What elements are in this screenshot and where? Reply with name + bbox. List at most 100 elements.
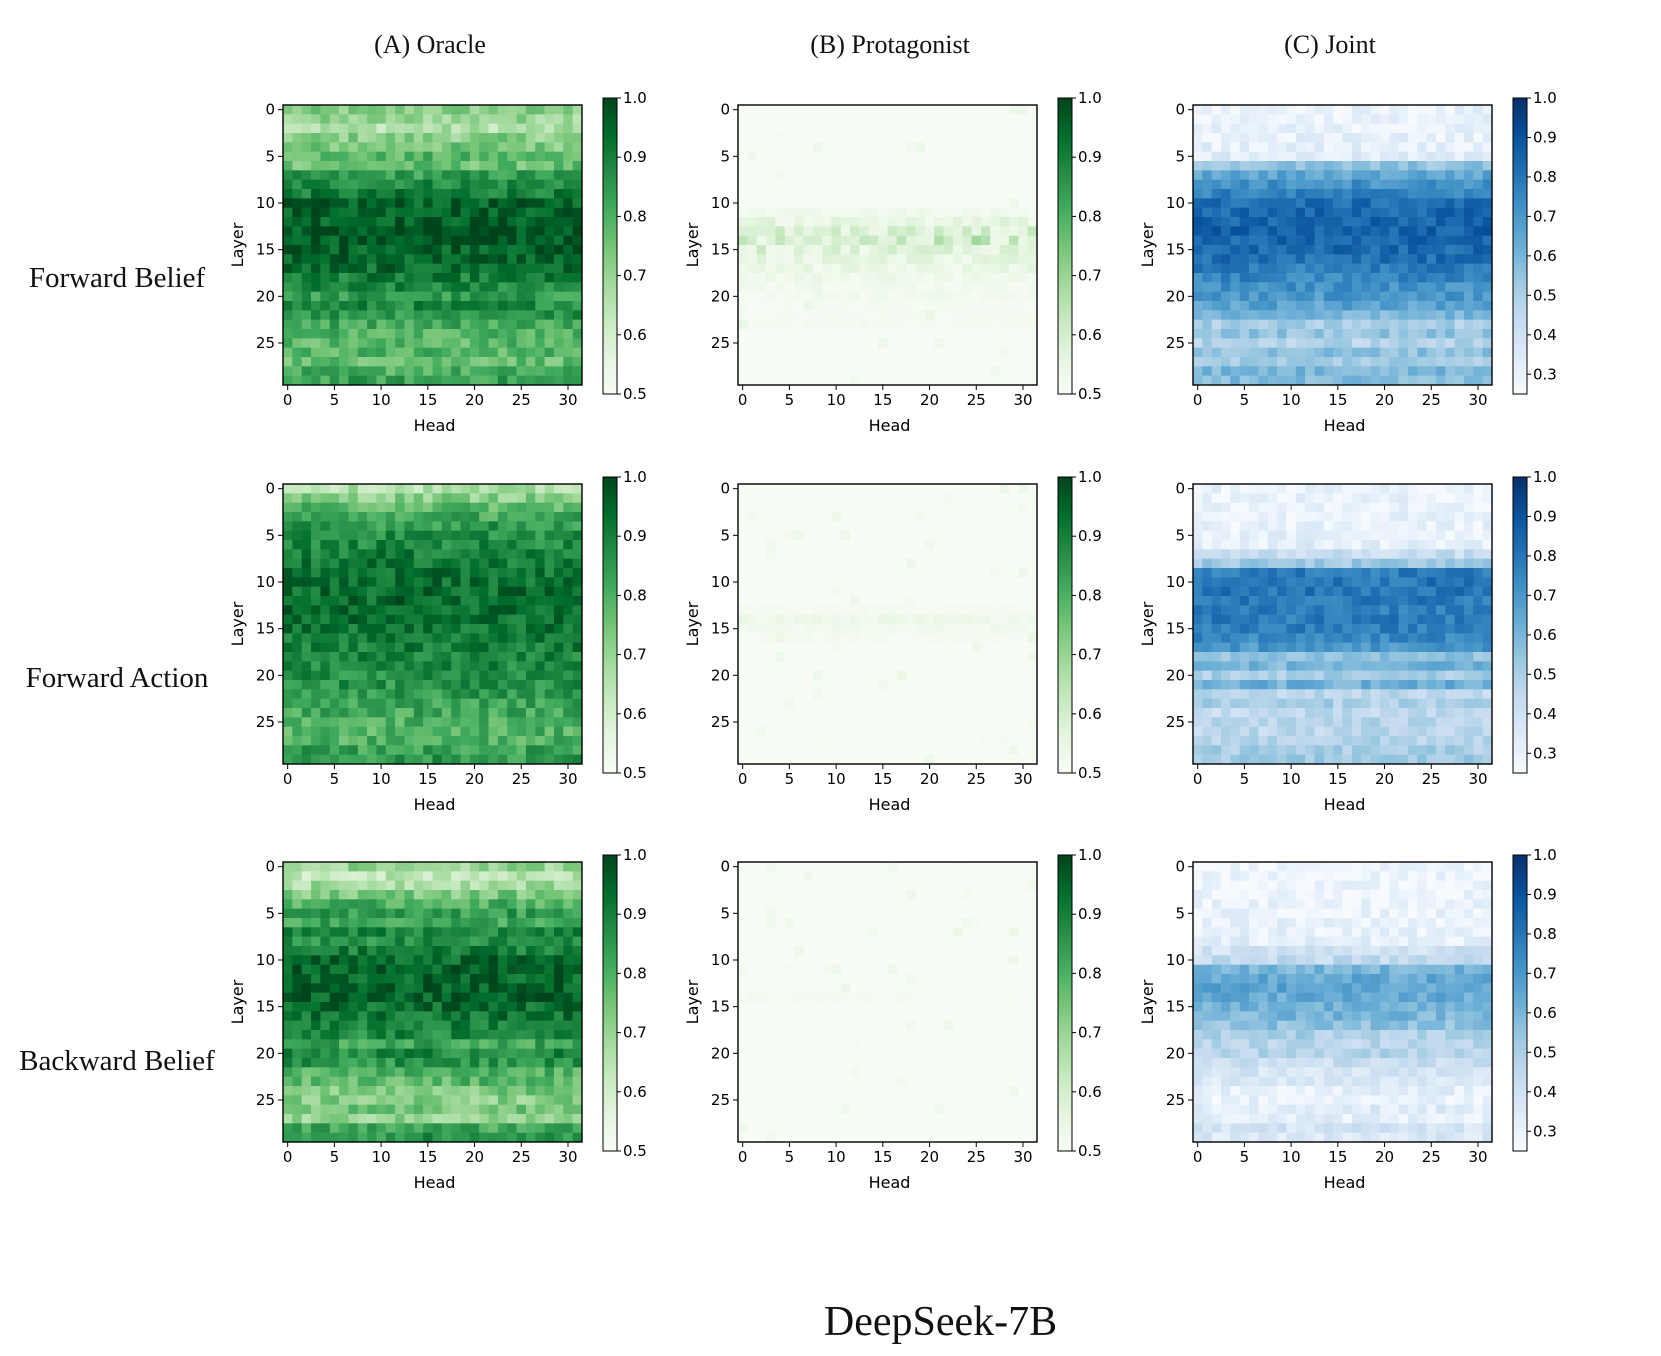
heatmap-cell <box>460 530 471 541</box>
heatmap-cell <box>488 493 499 503</box>
heatmap-cell <box>1211 226 1222 236</box>
heatmap-cell <box>311 717 321 727</box>
heatmap-cell <box>990 375 1000 386</box>
heatmap-cell <box>756 717 767 727</box>
heatmap-cell <box>385 521 396 531</box>
heatmap-cell <box>943 726 954 737</box>
heatmap-cell <box>432 338 443 348</box>
heatmap-cell <box>738 512 748 522</box>
heatmap-cell <box>924 521 935 531</box>
heatmap-cell <box>859 680 870 690</box>
heatmap-cell <box>784 114 795 124</box>
heatmap-cell <box>822 310 832 320</box>
heatmap-cell <box>962 568 972 578</box>
heatmap-cell <box>1454 319 1465 330</box>
heatmap-cell <box>432 736 443 746</box>
heatmap-cell <box>812 502 823 513</box>
heatmap-cell <box>339 226 349 236</box>
heatmap-cell <box>1027 245 1038 255</box>
heatmap-cell <box>563 586 573 597</box>
x-tick-label: 20 <box>465 770 484 788</box>
heatmap-cell <box>553 530 564 541</box>
heatmap-cell <box>460 754 471 765</box>
heatmap-cell <box>404 282 415 292</box>
heatmap-cell <box>1221 301 1231 311</box>
heatmap-cell <box>535 689 545 699</box>
heatmap-cell <box>756 263 767 274</box>
heatmap-cell <box>906 123 916 134</box>
heatmap-cell <box>469 596 480 606</box>
heatmap-cell <box>367 375 377 386</box>
heatmap-cell <box>292 596 302 606</box>
heatmap-cell <box>1323 291 1334 302</box>
heatmap-cell <box>357 652 368 662</box>
heatmap-cell <box>423 226 433 236</box>
heatmap-cell <box>488 633 499 643</box>
heatmap-cell <box>292 189 302 199</box>
heatmap-cell <box>952 217 963 227</box>
heatmap-cell <box>1286 114 1297 124</box>
heatmap-cell <box>1239 170 1250 180</box>
heatmap-cell <box>747 708 757 718</box>
heatmap-cell <box>292 217 302 227</box>
heatmap-cell <box>320 161 331 171</box>
heatmap-cell <box>292 366 302 376</box>
heatmap-cell <box>840 726 851 737</box>
heatmap-cell <box>404 661 415 671</box>
heatmap-cell <box>784 736 795 746</box>
heatmap-cell <box>943 605 954 615</box>
heatmap-cell <box>924 642 935 653</box>
plot-frame <box>282 104 583 386</box>
heatmap-cell <box>952 521 963 531</box>
heatmap-cell <box>803 161 814 171</box>
heatmap-cell <box>784 170 795 180</box>
heatmap-cell <box>376 633 387 643</box>
heatmap-cell <box>1473 291 1483 302</box>
heatmap-cell <box>794 754 804 765</box>
heatmap-cell <box>1008 347 1019 358</box>
heatmap-cell <box>766 521 776 531</box>
heatmap-cell <box>831 633 842 643</box>
heatmap-cell <box>766 502 776 513</box>
heatmap-cell <box>376 226 387 236</box>
heatmap-cell <box>1027 291 1038 302</box>
heatmap-cell <box>878 179 888 190</box>
heatmap-cell <box>887 338 898 348</box>
heatmap-cell <box>488 273 499 283</box>
heatmap-cell <box>460 114 471 124</box>
heatmap-cell <box>738 282 748 292</box>
heatmap-cell <box>803 226 814 236</box>
heatmap-cell <box>525 502 536 513</box>
heatmap-cell <box>1435 105 1446 115</box>
heatmap-cell <box>395 633 405 643</box>
heatmap-cell <box>357 329 368 339</box>
heatmap-cell <box>563 375 573 386</box>
heatmap-cell <box>1463 170 1474 180</box>
heatmap-cell <box>423 151 433 162</box>
x-tick-label: 30 <box>1013 770 1032 788</box>
heatmap-cell <box>563 179 573 190</box>
heatmap-cell <box>572 670 583 681</box>
heatmap-cell <box>962 375 972 386</box>
heatmap-cell <box>311 568 321 578</box>
heatmap-cell <box>859 624 870 634</box>
heatmap-cell <box>329 717 340 727</box>
heatmap-cell <box>756 114 767 124</box>
heatmap-cell <box>311 689 321 699</box>
heatmap-cell <box>320 319 331 330</box>
heatmap-cell <box>868 114 879 124</box>
heatmap-cell <box>1342 282 1353 292</box>
heatmap-cell <box>1239 161 1250 171</box>
heatmap-cell <box>1230 273 1241 283</box>
heatmap-cell <box>1295 310 1306 320</box>
heatmap-cell <box>311 680 321 690</box>
heatmap-cell <box>451 310 461 320</box>
heatmap-cell <box>943 319 954 330</box>
heatmap-cell <box>840 375 851 386</box>
heatmap-cell <box>1202 170 1212 180</box>
heatmap-cell <box>301 179 312 190</box>
heatmap-cell <box>1351 133 1362 143</box>
heatmap-cell <box>525 123 536 134</box>
heatmap-cell <box>1295 254 1306 264</box>
heatmap-cell <box>906 512 916 522</box>
